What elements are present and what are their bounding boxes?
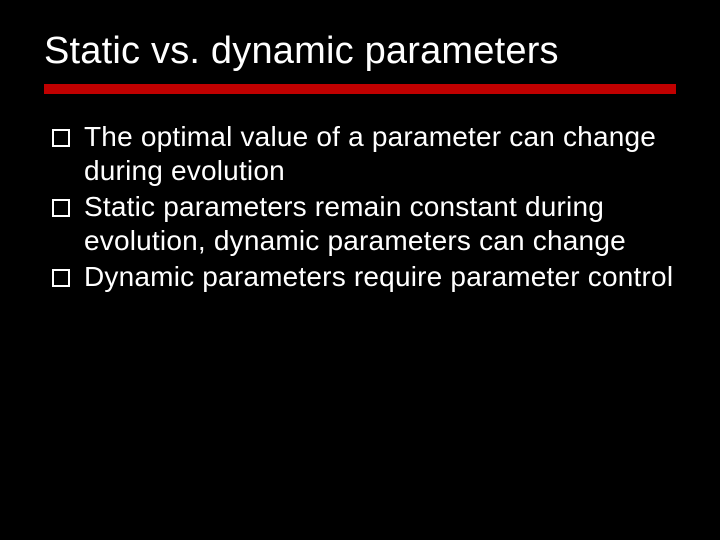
bullet-text: The optimal value of a parameter can cha… [84, 120, 676, 188]
square-hollow-icon [52, 129, 70, 147]
title-underline [44, 84, 676, 94]
list-item: The optimal value of a parameter can cha… [52, 120, 676, 188]
list-item: Static parameters remain constant during… [52, 190, 676, 258]
slide: Static vs. dynamic parameters The optima… [0, 0, 720, 540]
bullet-text: Static parameters remain constant during… [84, 190, 676, 258]
bullet-text: Dynamic parameters require parameter con… [84, 260, 673, 294]
square-hollow-icon [52, 269, 70, 287]
bullet-list: The optimal value of a parameter can cha… [44, 120, 676, 297]
square-hollow-icon [52, 199, 70, 217]
list-item: Dynamic parameters require parameter con… [52, 260, 676, 294]
slide-title: Static vs. dynamic parameters [44, 30, 676, 74]
